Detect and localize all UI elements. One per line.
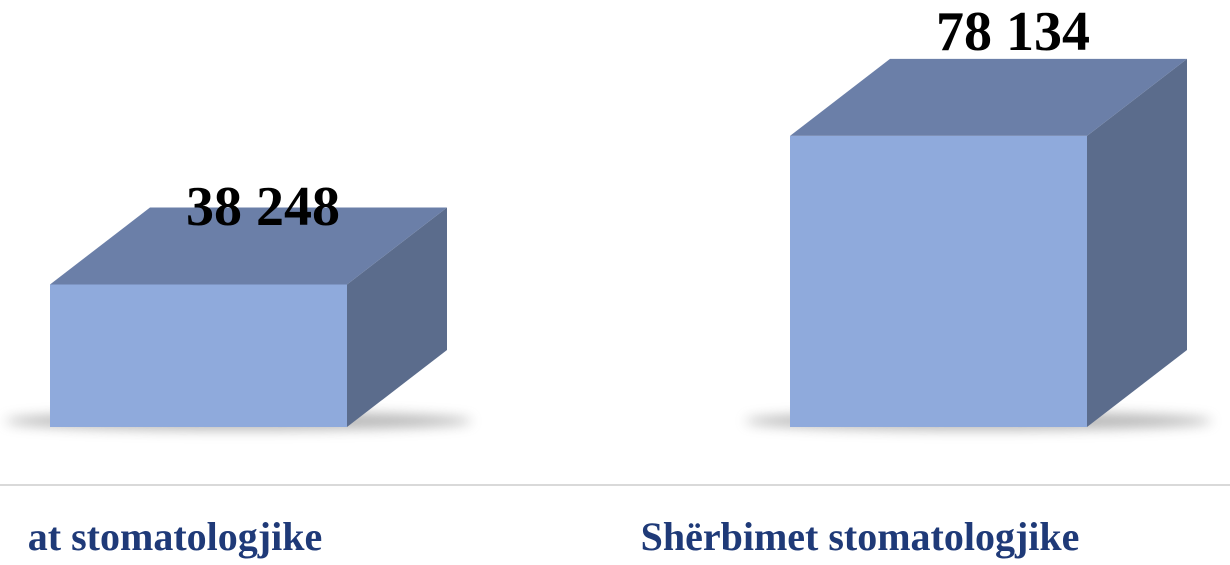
bar-1-side — [347, 207, 447, 427]
bar-2-top — [790, 58, 1187, 136]
bars-group — [5, 58, 1212, 430]
category-label-1: at stomatologjike — [28, 514, 322, 559]
value-label-1: 38 248 — [186, 176, 340, 238]
value-label-2: 78 134 — [936, 1, 1090, 63]
bar-1-top — [50, 207, 447, 285]
category-label-2: Shërbimet stomatologjike — [641, 514, 1080, 559]
bar-2-front — [790, 135, 1087, 427]
bar-2-side — [1087, 58, 1187, 428]
bar-1-front — [50, 284, 347, 427]
